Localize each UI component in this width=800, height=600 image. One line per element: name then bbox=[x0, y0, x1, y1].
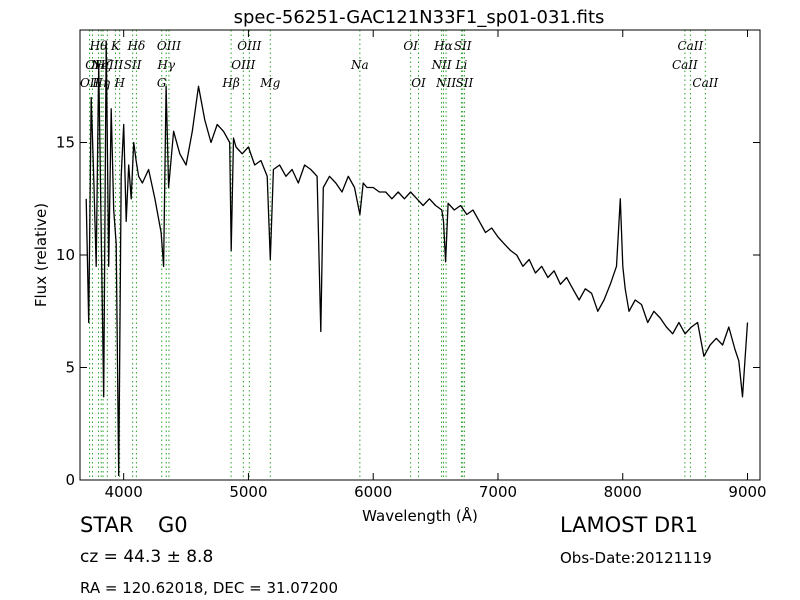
emission-line-label: NII bbox=[431, 58, 452, 72]
emission-line-label: OIII bbox=[237, 39, 261, 53]
emission-line-label: SII bbox=[456, 76, 474, 90]
emission-line-label: CaII bbox=[672, 58, 698, 72]
y-tick-label: 0 bbox=[65, 471, 75, 489]
emission-line-markers bbox=[89, 30, 706, 480]
emission-line-label: Hα bbox=[433, 39, 453, 53]
emission-line-label: Hθ bbox=[89, 39, 108, 53]
sky-coordinates: RA = 120.62018, DEC = 31.07200 bbox=[80, 579, 339, 597]
x-tick-label: 8000 bbox=[604, 483, 642, 501]
x-tick-label: 7000 bbox=[479, 483, 517, 501]
emission-line-label: OI bbox=[403, 39, 418, 53]
emission-line-label: OI bbox=[85, 58, 100, 72]
x-tick-label: 9000 bbox=[728, 483, 766, 501]
observation-date: Obs-Date:20121119 bbox=[560, 549, 712, 567]
emission-line-label: OIII bbox=[157, 39, 181, 53]
redshift-cz: cz = 44.3 ± 8.8 bbox=[80, 547, 214, 567]
x-axis-label: Wavelength (Å) bbox=[362, 506, 478, 525]
y-axis-label: Flux (relative) bbox=[32, 203, 50, 307]
object-class: STAR bbox=[80, 513, 134, 537]
x-tick-label: 6000 bbox=[354, 483, 392, 501]
emission-line-label: Na bbox=[350, 58, 369, 72]
y-tick-label: 15 bbox=[56, 134, 75, 152]
emission-line-label: CaII bbox=[692, 76, 718, 90]
emission-line-label: SII bbox=[454, 39, 472, 53]
emission-line-label: Hγ bbox=[156, 58, 175, 72]
emission-line-label: Li bbox=[455, 58, 468, 72]
emission-line-label: OII bbox=[80, 76, 100, 90]
emission-line-label: H bbox=[113, 76, 125, 90]
emission-line-label: CaII bbox=[677, 39, 703, 53]
emission-line-labels: OIIOIHθHηHζNeIIIKHSIIHδGHγOIIIHβOIIIOIII… bbox=[80, 39, 719, 90]
emission-line-label: OI bbox=[411, 76, 426, 90]
x-tick-label: 5000 bbox=[229, 483, 267, 501]
emission-line-label: Mg bbox=[259, 76, 280, 90]
plot-frame bbox=[79, 29, 761, 481]
y-tick-label: 10 bbox=[56, 246, 75, 264]
axis-ticks: 4000 5000 6000 7000 8000 9000 0 5 10 15 bbox=[56, 30, 767, 501]
spectrum-series-line bbox=[85, 40, 749, 477]
chart-title: spec-56251-GAC121N33F1_sp01-031.fits bbox=[234, 7, 605, 28]
y-tick-label: 5 bbox=[65, 359, 75, 377]
x-tick-label: 4000 bbox=[105, 483, 143, 501]
object-subclass: G0 bbox=[158, 513, 188, 537]
emission-line-label: OIII bbox=[231, 58, 255, 72]
emission-line-label: SII bbox=[124, 58, 142, 72]
emission-line-label: Hη bbox=[91, 76, 110, 90]
emission-line-label: K bbox=[110, 39, 121, 53]
emission-line-label: Hδ bbox=[127, 39, 146, 53]
emission-line-label: Hβ bbox=[221, 76, 239, 90]
emission-line-label: NII bbox=[435, 76, 456, 90]
survey-name: LAMOST DR1 bbox=[560, 513, 699, 537]
emission-line-label: G bbox=[157, 76, 167, 90]
